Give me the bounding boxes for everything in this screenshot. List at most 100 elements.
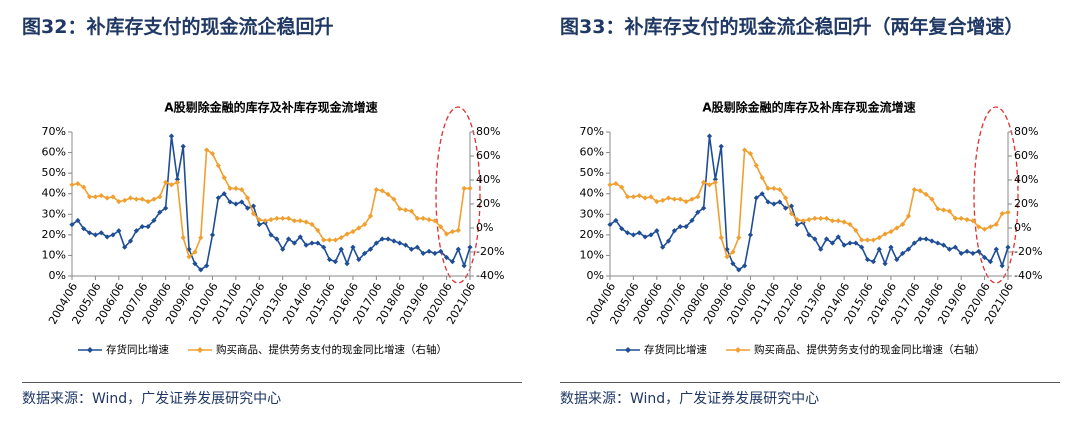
point <box>689 196 695 202</box>
point <box>935 206 941 212</box>
point <box>145 199 151 205</box>
point <box>859 244 865 250</box>
point <box>736 267 742 273</box>
point <box>818 215 824 221</box>
legend-label: 购买商品、提供劳务支付的现金同比增速（右轴） <box>216 343 447 356</box>
point <box>86 230 93 236</box>
point <box>262 218 268 224</box>
point <box>812 215 818 221</box>
point <box>122 244 128 250</box>
point <box>280 215 286 221</box>
y2-tick-label: 60% <box>476 149 500 162</box>
point <box>163 179 169 185</box>
point <box>806 232 812 238</box>
point <box>900 250 906 256</box>
point <box>426 248 432 254</box>
point <box>256 221 262 228</box>
point <box>467 185 473 191</box>
point <box>695 209 701 215</box>
point <box>1005 244 1011 250</box>
point <box>882 261 888 267</box>
point <box>122 197 128 203</box>
point <box>256 217 262 223</box>
y-tick-label: 60% <box>580 146 604 159</box>
point <box>1005 209 1011 215</box>
point <box>443 231 450 237</box>
point <box>923 191 929 197</box>
legend-label: 购买商品、提供劳务支付的现金同比增速（右轴） <box>754 343 985 356</box>
point <box>244 205 251 211</box>
point <box>192 249 198 255</box>
point <box>233 185 239 191</box>
point <box>309 240 315 246</box>
point <box>771 201 777 207</box>
point <box>432 218 438 224</box>
y-tick-label: 70% <box>42 125 66 138</box>
point <box>133 196 139 202</box>
point <box>724 254 730 260</box>
highlight-ellipse <box>973 106 1019 284</box>
point <box>671 228 677 234</box>
point <box>385 236 391 242</box>
point <box>180 235 186 241</box>
figure-heading: 图33：补库存支付的现金流企稳回升（两年复合增速） <box>560 16 1024 38</box>
point <box>209 232 216 238</box>
point <box>151 196 157 202</box>
y-tick-label: 40% <box>580 187 604 200</box>
point <box>98 230 104 236</box>
point <box>455 246 461 252</box>
point <box>894 256 900 263</box>
point <box>297 234 303 240</box>
point <box>239 187 245 193</box>
point <box>742 147 748 153</box>
charts: A股剔除金融的库存及补库存现金流增速 0% 10% 20% 30% 40% 50% 60% 70… <box>42 100 1043 357</box>
point <box>952 215 958 221</box>
point <box>391 238 397 244</box>
point <box>800 218 806 224</box>
point <box>765 185 771 191</box>
point <box>92 232 99 238</box>
point <box>905 213 912 219</box>
point <box>139 224 145 230</box>
point <box>274 236 280 242</box>
y2-tick-label: 60% <box>1014 149 1038 162</box>
point <box>69 182 75 188</box>
point <box>952 244 958 250</box>
point <box>636 230 642 236</box>
point <box>338 246 344 252</box>
rule <box>22 382 522 383</box>
point <box>192 261 198 267</box>
point <box>841 242 847 248</box>
point <box>718 143 724 149</box>
y-tick-label: 10% <box>580 248 604 261</box>
point <box>291 218 298 224</box>
point <box>946 208 953 214</box>
point <box>180 143 186 149</box>
y-tick-label: 30% <box>42 207 66 220</box>
point <box>321 237 327 243</box>
y-tick-label: 20% <box>580 228 604 241</box>
point <box>665 195 672 201</box>
point <box>981 254 988 261</box>
point <box>864 256 871 263</box>
point <box>157 209 163 215</box>
point <box>110 232 116 238</box>
point <box>712 179 718 185</box>
point <box>864 237 871 243</box>
point <box>742 263 748 269</box>
point <box>619 184 625 190</box>
point <box>847 221 853 227</box>
y2-tick-label: -20% <box>476 245 504 258</box>
source-note: 数据来源：Wind，广发证券发展研究中心 <box>560 391 820 407</box>
point <box>806 217 812 223</box>
point <box>853 240 859 246</box>
point <box>326 237 333 243</box>
point <box>771 185 777 191</box>
point <box>227 185 233 191</box>
point <box>344 231 350 237</box>
point <box>227 199 233 205</box>
y-tick-label: 20% <box>42 228 66 241</box>
point <box>765 199 771 205</box>
point <box>794 221 800 228</box>
y-tick-label: 70% <box>580 125 604 138</box>
